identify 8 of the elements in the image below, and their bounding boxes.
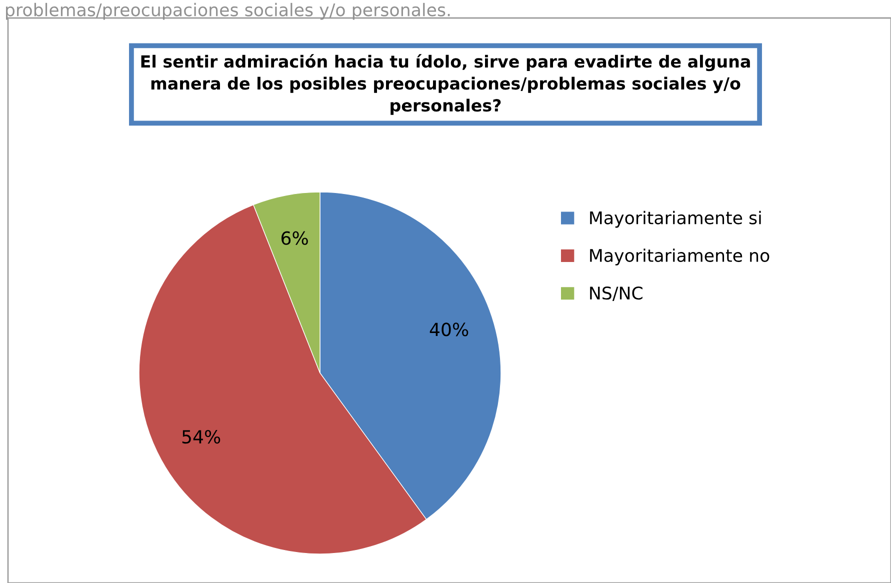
data-label: 6% [282,231,308,245]
legend-label: NS/NC [590,286,642,302]
chart-title: El sentir admiración hacia tu ídolo, sirve para evadirte de alguna manera de los posibles preocupaciones/problemas sociales y/o personales? [141,54,750,115]
legend-label: Mayoritariamente si [590,210,761,228]
data-label: 54% [182,430,220,444]
data-label: 40% [430,322,468,336]
text: problemas/preocupaciones sociales y/o personales. [6,2,450,20]
legend-label: Mayoritariamente no [590,248,770,266]
